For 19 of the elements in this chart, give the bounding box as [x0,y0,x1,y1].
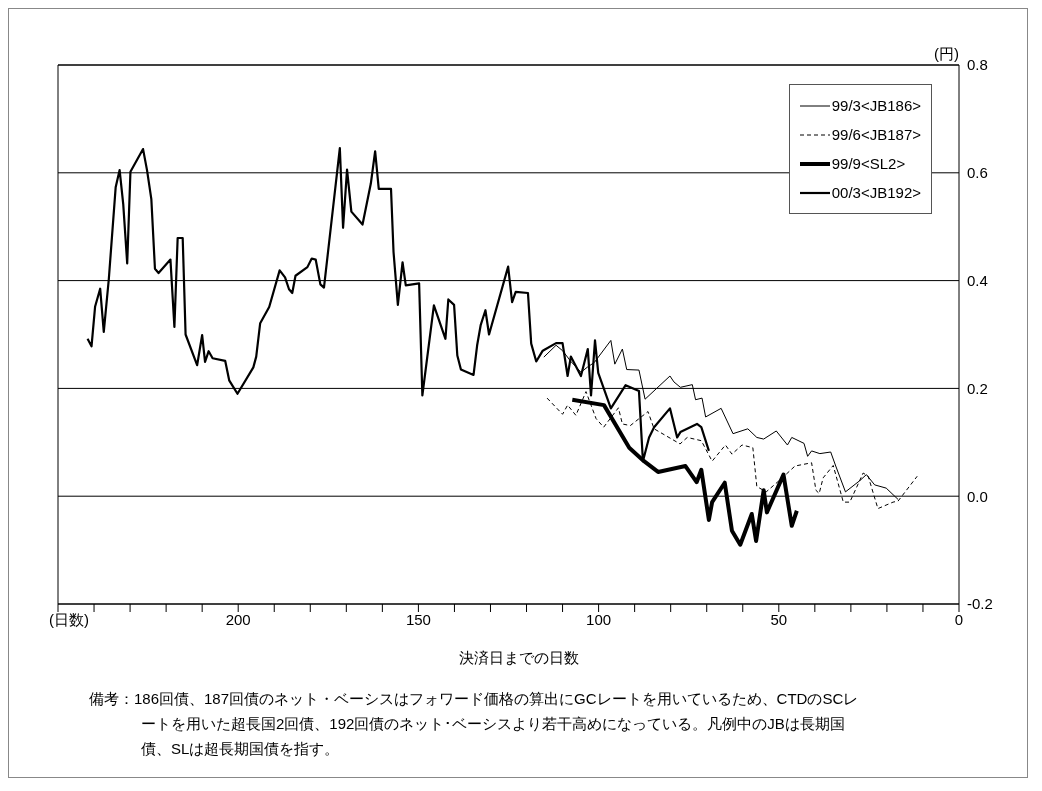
y-tick-label: 0.2 [967,379,988,397]
x-tick-label: 100 [586,610,612,628]
legend-label: 00/3<JB192> [831,184,921,201]
text: 備考：186回債、187回債のネット・ベーシスはフォワード価格の算出にGCレートを用いているため、CTDのSCレートを用いた超長国2回債、192回債のネット･ベーシスより若干高めになっている。凡例中のJBは長期国債、SLは超長期国債を指す。 [89,689,860,759]
y-tick-label: 0.6 [967,164,988,182]
y-axis-title: (円) [934,45,959,64]
y-tick-label: 0.4 [967,271,988,289]
x-axis-title: 決済日までの日数 [458,649,580,668]
x-tick-label: 50 [770,610,788,628]
y-tick-label: 0.8 [967,56,988,74]
y-tick-label: -0.2 [967,595,993,613]
y-tick-label: 0.0 [967,487,988,505]
x-tick-label: 0 [954,610,964,628]
legend-label: 99/9<SL2> [831,155,906,172]
text: (日数) [49,611,89,630]
legend-label: 99/6<JB187> [831,126,921,143]
x-tick-label: 200 [225,610,251,628]
x-tick-label: 150 [405,610,431,628]
legend-label: 99/3<JB186> [831,97,921,114]
